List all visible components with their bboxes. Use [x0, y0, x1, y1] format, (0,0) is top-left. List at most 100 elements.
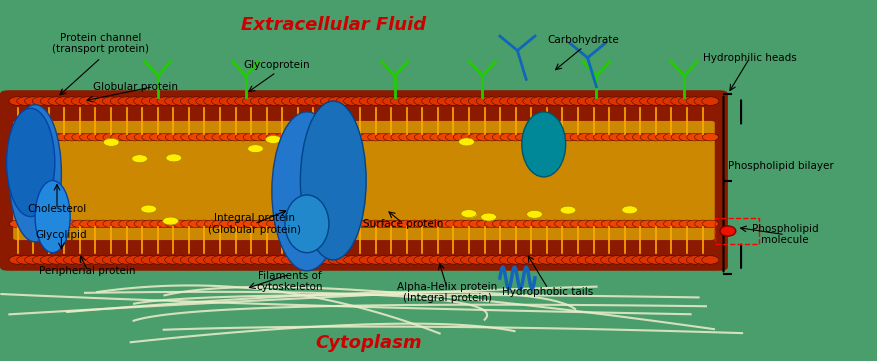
Ellipse shape [422, 134, 438, 141]
Ellipse shape [640, 134, 656, 141]
Ellipse shape [593, 97, 610, 105]
Ellipse shape [663, 97, 680, 105]
Ellipse shape [546, 256, 563, 264]
Ellipse shape [188, 97, 205, 105]
Ellipse shape [149, 256, 167, 264]
Ellipse shape [462, 210, 478, 218]
Ellipse shape [585, 256, 602, 264]
Ellipse shape [702, 256, 719, 264]
Ellipse shape [593, 256, 610, 264]
Ellipse shape [562, 220, 578, 227]
Ellipse shape [631, 256, 649, 264]
Ellipse shape [383, 220, 399, 227]
Ellipse shape [9, 105, 61, 242]
Text: Extracellular Fluid: Extracellular Fluid [240, 16, 426, 34]
Ellipse shape [578, 220, 594, 227]
Ellipse shape [181, 97, 197, 105]
Ellipse shape [211, 97, 229, 105]
Ellipse shape [267, 134, 282, 141]
Ellipse shape [157, 256, 174, 264]
Ellipse shape [118, 220, 134, 227]
Ellipse shape [79, 97, 96, 105]
Ellipse shape [196, 97, 213, 105]
Text: Globular protein: Globular protein [94, 82, 178, 92]
Ellipse shape [406, 256, 423, 264]
Ellipse shape [554, 97, 571, 105]
Ellipse shape [188, 256, 205, 264]
Ellipse shape [344, 256, 360, 264]
Ellipse shape [546, 134, 563, 141]
Ellipse shape [632, 220, 648, 227]
Ellipse shape [399, 134, 415, 141]
Ellipse shape [258, 256, 275, 264]
Ellipse shape [560, 206, 576, 214]
Ellipse shape [561, 97, 579, 105]
Ellipse shape [158, 134, 174, 141]
Ellipse shape [25, 97, 42, 105]
Ellipse shape [578, 134, 594, 141]
Ellipse shape [329, 134, 345, 141]
Ellipse shape [586, 134, 602, 141]
Ellipse shape [664, 220, 680, 227]
Ellipse shape [631, 97, 649, 105]
Ellipse shape [360, 256, 376, 264]
Ellipse shape [173, 220, 189, 227]
Ellipse shape [48, 220, 64, 227]
Ellipse shape [398, 97, 416, 105]
Ellipse shape [656, 134, 672, 141]
Ellipse shape [468, 256, 485, 264]
Ellipse shape [142, 220, 158, 227]
Ellipse shape [96, 134, 111, 141]
Ellipse shape [103, 97, 119, 105]
Ellipse shape [266, 256, 283, 264]
Ellipse shape [282, 220, 298, 227]
Ellipse shape [40, 220, 57, 227]
Ellipse shape [500, 134, 516, 141]
Ellipse shape [259, 220, 275, 227]
Ellipse shape [538, 220, 555, 227]
Ellipse shape [438, 134, 453, 141]
Ellipse shape [430, 97, 446, 105]
Ellipse shape [35, 180, 70, 253]
Ellipse shape [647, 256, 665, 264]
Ellipse shape [336, 97, 353, 105]
Ellipse shape [390, 256, 408, 264]
Ellipse shape [624, 134, 640, 141]
Ellipse shape [407, 220, 423, 227]
Ellipse shape [671, 256, 688, 264]
Ellipse shape [534, 145, 550, 153]
Ellipse shape [103, 256, 119, 264]
Ellipse shape [702, 134, 718, 141]
Ellipse shape [671, 97, 688, 105]
Ellipse shape [492, 220, 508, 227]
Text: Peripherial protein: Peripherial protein [39, 266, 136, 276]
Ellipse shape [562, 134, 578, 141]
Ellipse shape [617, 134, 632, 141]
Ellipse shape [617, 256, 633, 264]
Ellipse shape [484, 256, 501, 264]
Ellipse shape [18, 134, 33, 141]
Ellipse shape [88, 220, 103, 227]
Ellipse shape [95, 256, 111, 264]
Ellipse shape [247, 145, 263, 153]
FancyBboxPatch shape [13, 121, 715, 240]
Ellipse shape [203, 256, 221, 264]
Ellipse shape [624, 256, 641, 264]
Ellipse shape [664, 134, 680, 141]
Ellipse shape [422, 97, 438, 105]
Ellipse shape [469, 134, 485, 141]
Ellipse shape [165, 256, 182, 264]
Ellipse shape [499, 97, 517, 105]
Text: Hydrophobic tails: Hydrophobic tails [503, 287, 594, 297]
Ellipse shape [17, 256, 34, 264]
Ellipse shape [235, 256, 252, 264]
Ellipse shape [569, 97, 587, 105]
Ellipse shape [446, 134, 461, 141]
Ellipse shape [484, 97, 501, 105]
Ellipse shape [531, 97, 547, 105]
Ellipse shape [345, 220, 360, 227]
Ellipse shape [360, 97, 376, 105]
Ellipse shape [554, 134, 570, 141]
Text: Surface protein: Surface protein [363, 219, 444, 229]
Ellipse shape [103, 138, 119, 146]
